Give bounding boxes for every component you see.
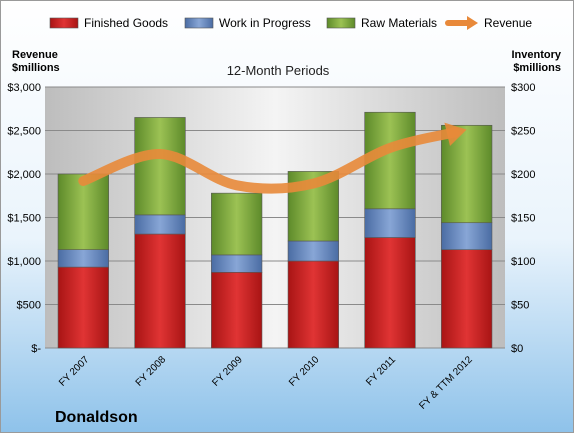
gridlines [45, 86, 505, 349]
bar-segment-raw-materials [57, 173, 109, 250]
left-tick-label: $- [31, 343, 41, 355]
bar-segment-finished-goods [211, 272, 263, 349]
right-tick-label: $200 [511, 169, 535, 181]
left-axis-ticks: $- $500 $1,000 $1,500 $2,000 $2,500 $3,000 [7, 82, 41, 355]
bar-segment-finished-goods [57, 266, 109, 349]
left-tick-label: $1,500 [7, 213, 41, 225]
right-tick-label: $0 [511, 343, 523, 355]
left-axis-title-line2: $millions [12, 62, 60, 74]
revenue-line-group [78, 122, 467, 194]
bar-segment-finished-goods [134, 233, 186, 349]
right-axis-ticks: $0 $50 $100 $150 $200 $250 $300 [511, 82, 535, 355]
company-name: Donaldson [55, 409, 138, 426]
right-tick-label: $300 [511, 82, 535, 94]
chart-title: 12-Month Periods [227, 63, 330, 78]
left-tick-label: $3,000 [7, 82, 41, 94]
right-tick-label: $100 [511, 256, 535, 268]
bar-segment-work-in-progress [287, 240, 339, 262]
bar-segment-finished-goods [287, 260, 339, 349]
bar-segment-work-in-progress [57, 249, 109, 268]
legend-swatch-raw-materials [326, 17, 356, 29]
legend-label: Work in Progress [219, 16, 311, 30]
legend: Finished Goods Work in Progress Raw Materi… [49, 16, 532, 30]
right-axis-title-line2: $millions [513, 62, 561, 74]
legend-label: Revenue [484, 16, 532, 30]
right-tick-label: $250 [511, 126, 535, 138]
legend-swatch-revenue-arrow [467, 16, 478, 30]
bar-segment-work-in-progress [211, 254, 263, 273]
bar-segment-finished-goods [441, 249, 493, 349]
left-tick-label: $500 [17, 300, 41, 312]
bar-segment-raw-materials [134, 117, 186, 216]
right-tick-label: $50 [511, 300, 529, 312]
legend-label: Finished Goods [84, 16, 168, 30]
revenue-arrowhead [444, 122, 467, 146]
left-axis-title-line1: Revenue [12, 49, 58, 61]
right-tick-label: $150 [511, 213, 535, 225]
legend-swatch-work-in-progress [184, 17, 214, 29]
revenue-line [78, 127, 460, 194]
left-tick-label: $2,500 [7, 126, 41, 138]
bar-segment-finished-goods [364, 237, 416, 349]
left-tick-label: $1,000 [7, 256, 41, 268]
legend-label: Raw Materials [361, 16, 437, 30]
bar-segment-raw-materials [211, 192, 263, 256]
bar-segment-work-in-progress [134, 214, 186, 235]
bar-segment-work-in-progress [441, 222, 493, 250]
bar-segment-work-in-progress [364, 208, 416, 238]
legend-swatch-finished-goods [49, 17, 79, 29]
left-tick-label: $2,000 [7, 169, 41, 181]
right-axis-title-line1: Inventory [511, 49, 561, 61]
